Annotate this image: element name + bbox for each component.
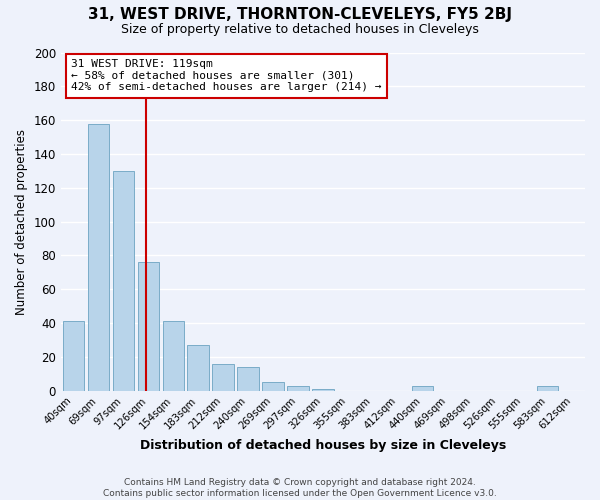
Bar bbox=[88, 124, 109, 390]
X-axis label: Distribution of detached houses by size in Cleveleys: Distribution of detached houses by size … bbox=[140, 440, 506, 452]
Bar bbox=[537, 386, 558, 390]
Bar bbox=[163, 322, 184, 390]
Y-axis label: Number of detached properties: Number of detached properties bbox=[15, 128, 28, 314]
Text: Size of property relative to detached houses in Cleveleys: Size of property relative to detached ho… bbox=[121, 22, 479, 36]
Text: 31, WEST DRIVE, THORNTON-CLEVELEYS, FY5 2BJ: 31, WEST DRIVE, THORNTON-CLEVELEYS, FY5 … bbox=[88, 8, 512, 22]
Bar bbox=[137, 262, 159, 390]
Bar bbox=[312, 389, 334, 390]
Bar bbox=[62, 322, 84, 390]
Bar bbox=[262, 382, 284, 390]
Bar bbox=[287, 386, 308, 390]
Text: 31 WEST DRIVE: 119sqm
← 58% of detached houses are smaller (301)
42% of semi-det: 31 WEST DRIVE: 119sqm ← 58% of detached … bbox=[71, 60, 382, 92]
Bar bbox=[113, 171, 134, 390]
Bar bbox=[187, 345, 209, 391]
Bar bbox=[238, 367, 259, 390]
Bar bbox=[412, 386, 433, 390]
Bar bbox=[212, 364, 233, 390]
Text: Contains HM Land Registry data © Crown copyright and database right 2024.
Contai: Contains HM Land Registry data © Crown c… bbox=[103, 478, 497, 498]
